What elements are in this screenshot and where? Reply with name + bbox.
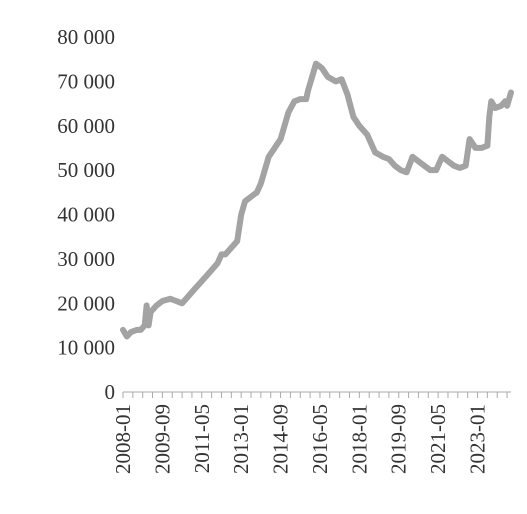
- x-tick-label: 2008-01: [111, 404, 135, 474]
- series-line: [120, 60, 514, 340]
- y-tick-label: 30 000: [57, 247, 115, 271]
- y-axis-labels: 0 10 000 20 000 30 000 40 000 50 000 60 000 70 …: [57, 25, 115, 404]
- x-tick-label: 2009-09: [150, 404, 174, 474]
- x-tick-label: 2014-09: [269, 404, 293, 474]
- y-tick-label: 10 000: [57, 336, 115, 360]
- y-tick-label: 70 000: [57, 69, 115, 93]
- x-tick-label: 2013-01: [229, 404, 253, 474]
- y-tick-label: 80 000: [57, 25, 115, 49]
- y-tick-label: 60 000: [57, 114, 115, 138]
- x-tick-label: 2011-05: [190, 404, 214, 473]
- y-tick-label: 20 000: [57, 291, 115, 315]
- x-tick-label: 2016-05: [308, 404, 332, 474]
- y-tick-label: 50 000: [57, 158, 115, 182]
- x-tick-label: 2019-09: [387, 404, 411, 474]
- x-tick-label: 2021-05: [426, 404, 450, 474]
- x-axis: 2008-01 2009-09 2011-05 2013-01 2014-09 2016-…: [111, 391, 511, 474]
- y-tick-label: 0: [105, 380, 116, 404]
- x-tick-label: 2018-01: [347, 404, 371, 474]
- x-tick-label: 2023-01: [466, 404, 490, 474]
- y-tick-label: 40 000: [57, 203, 115, 227]
- plot-area: [120, 60, 514, 340]
